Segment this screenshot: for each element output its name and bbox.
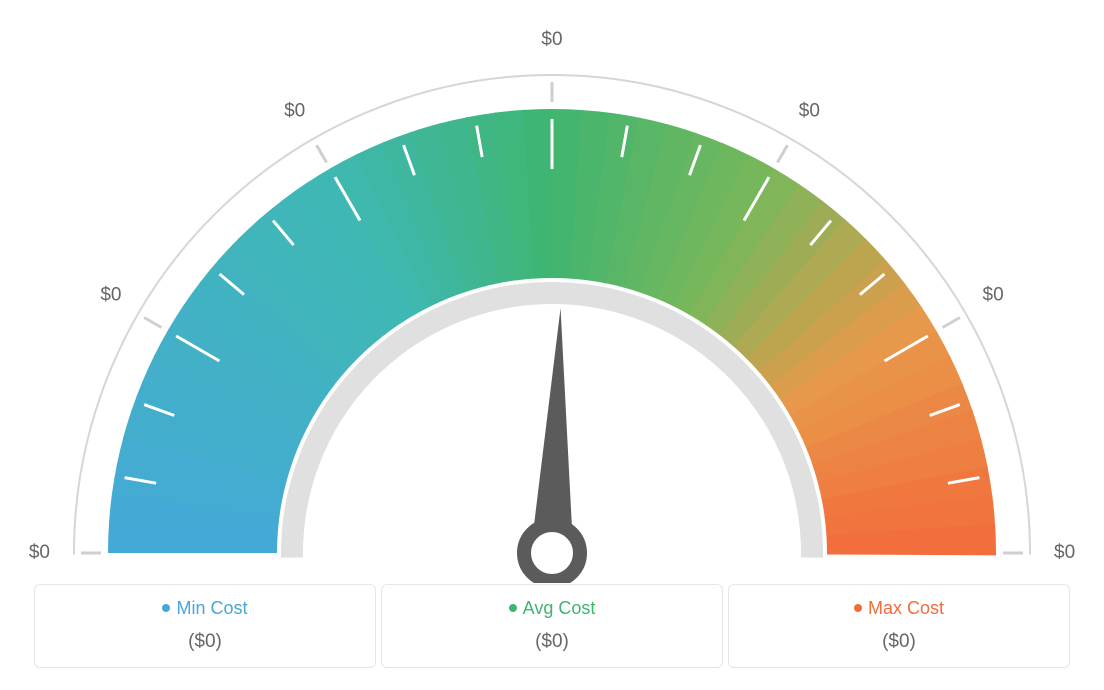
gauge-value-label: $0 [541,29,562,51]
legend-title: Min Cost [35,599,375,619]
legend-card-avg: Avg Cost ($0) [381,584,723,668]
legend-value: ($0) [35,631,375,653]
legend-dot-icon [162,604,170,612]
legend-dot-icon [854,604,862,612]
legend-value: ($0) [729,631,1069,653]
legend-row: Min Cost ($0) Avg Cost ($0) Max Cost ($0) [34,584,1070,668]
gauge-value-label: $0 [100,284,121,306]
legend-value: ($0) [382,631,722,653]
gauge-value-label: $0 [799,101,820,123]
legend-card-min: Min Cost ($0) [34,584,376,668]
gauge-value-label: $0 [983,284,1004,306]
legend-title: Avg Cost [382,599,722,619]
legend-title: Max Cost [729,599,1069,619]
gauge-area: $0 $0 $0 $0 $0 $0 $0 [0,0,1104,570]
legend-card-max: Max Cost ($0) [728,584,1070,668]
gauge-chart-container: $0$0$0$0$0$0$0 Min Cost($0)Avg Cost($0)M… [0,0,1104,690]
gauge-value-label: $0 [29,542,50,564]
legend-dot-icon [509,604,517,612]
gauge-value-label: $0 [1054,542,1075,564]
gauge-svg [22,28,1082,583]
gauge-value-label: $0 [284,101,305,123]
